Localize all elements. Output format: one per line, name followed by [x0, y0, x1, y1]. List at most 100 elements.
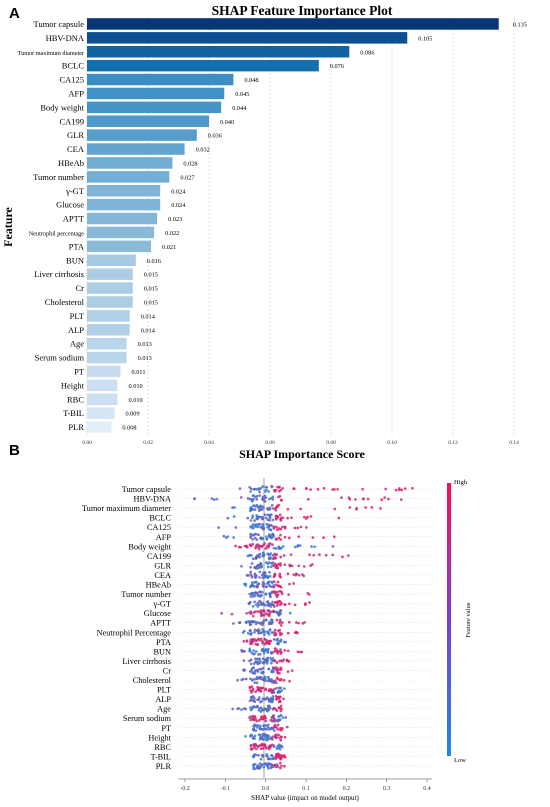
shap-dot [271, 600, 274, 604]
shap-dot [268, 592, 272, 596]
bar [87, 185, 161, 197]
shap-dot [256, 594, 260, 598]
shap-dot [263, 642, 266, 646]
shap-dot [303, 603, 307, 607]
shap-dot [276, 723, 280, 727]
panel-b-letter: B [9, 442, 20, 459]
category-label: APTT [63, 214, 85, 224]
shap-dot [252, 494, 256, 498]
x-tick-label: 0.02 [143, 440, 153, 446]
shap-dot [290, 669, 294, 672]
shap-dot [271, 669, 274, 672]
shap-dot [309, 515, 313, 518]
shap-dot [279, 533, 282, 537]
shap-dot [256, 744, 259, 748]
shap-dot [292, 487, 296, 491]
shap-dot [268, 506, 272, 510]
shap-dot [278, 761, 282, 765]
chart-b-dots [193, 484, 414, 771]
value-label: 0.024 [171, 202, 186, 209]
bar [87, 115, 209, 127]
shap-dot [260, 590, 264, 594]
shap-dot [270, 661, 273, 665]
shap-dot [341, 555, 344, 559]
shap-dot [250, 581, 254, 584]
shap-dot [269, 618, 273, 622]
shap-dot [265, 486, 269, 489]
shap-dot [258, 599, 261, 603]
shap-dot [295, 631, 299, 635]
feature-label: Tumor capsule [122, 485, 172, 494]
shap-dot [400, 488, 404, 492]
shap-dot [283, 755, 287, 759]
shap-dot [260, 508, 264, 511]
shap-dot [268, 628, 272, 631]
shap-dot [244, 677, 248, 681]
shap-dot [261, 708, 265, 712]
shap-dot [265, 639, 269, 642]
shap-dot [248, 486, 251, 489]
shap-dot [277, 706, 281, 710]
shap-dot [279, 766, 282, 770]
shap-dot [246, 497, 250, 500]
shap-dot [252, 614, 255, 618]
shap-dot [298, 650, 302, 654]
shap-dot [299, 507, 303, 511]
shap-dot [333, 507, 337, 511]
shap-dot [270, 533, 274, 537]
shap-dot [273, 679, 277, 683]
shap-dot [255, 725, 259, 729]
shap-dot [250, 669, 253, 673]
shap-dot [240, 564, 243, 568]
shap-dot [242, 668, 245, 672]
shap-dot [288, 564, 292, 568]
shap-dot [257, 708, 261, 712]
shap-dot [234, 544, 237, 548]
shap-dot [251, 620, 255, 624]
shap-dot [266, 508, 270, 512]
feature-label: Age [157, 705, 171, 714]
shap-dot [268, 679, 272, 683]
shap-dot [259, 594, 262, 598]
shap-dot [309, 488, 312, 491]
shap-dot [267, 542, 271, 546]
shap-dot [248, 497, 252, 501]
shap-dot [266, 552, 270, 556]
shap-dot [290, 516, 293, 520]
feature-label: CA125 [147, 523, 171, 532]
shap-dot [331, 545, 335, 548]
category-label: HBeAb [58, 158, 84, 168]
shap-dot [261, 601, 264, 605]
shap-dot [278, 718, 282, 721]
shap-dot [268, 518, 271, 522]
shap-dot [261, 498, 265, 501]
shap-dot [282, 554, 286, 557]
value-label: 0.032 [196, 147, 210, 154]
shap-dot [278, 603, 282, 607]
feature-label: Body weight [128, 542, 171, 551]
value-label: 0.135 [513, 21, 527, 28]
shap-dot [256, 688, 259, 692]
shap-dot [285, 725, 289, 729]
shap-dot [249, 566, 252, 569]
shap-dot [263, 490, 267, 493]
x-tick-label: 0.12 [448, 440, 458, 446]
feature-label: PLR [156, 762, 172, 771]
value-label: 0.105 [418, 35, 432, 42]
bar [87, 212, 158, 225]
shap-dot [260, 537, 264, 541]
shap-dot [286, 572, 290, 576]
shap-dot [257, 753, 260, 757]
shap-dot [366, 497, 370, 501]
shap-dot [283, 735, 287, 739]
shap-dot [274, 508, 278, 512]
shap-dot [262, 613, 266, 617]
bar [87, 324, 130, 336]
shap-dot [265, 660, 269, 663]
shap-dot [259, 724, 262, 728]
shap-dot [254, 717, 257, 721]
shap-dot [284, 716, 288, 719]
shap-dot [265, 535, 268, 538]
bar [87, 143, 185, 155]
shap-dot [271, 658, 275, 662]
